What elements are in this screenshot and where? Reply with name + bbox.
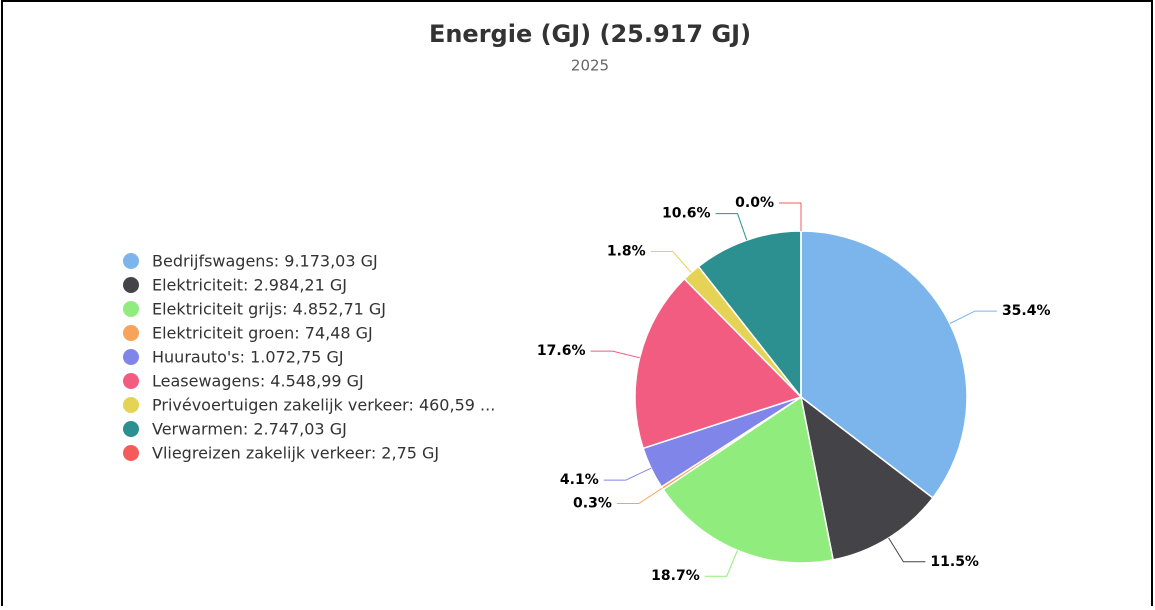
legend-label: Bedrijfswagens: 9.173,03 GJ (152, 252, 378, 271)
data-label: 1.8% (607, 243, 646, 259)
connector (603, 467, 652, 481)
connector (888, 537, 926, 563)
legend-marker (123, 253, 139, 269)
data-label: 10.6% (662, 206, 711, 222)
legend-label: Elektriciteit: 2.984,21 GJ (152, 276, 347, 295)
data-label: 0.3% (573, 496, 612, 512)
data-label: 35.4% (1002, 303, 1051, 319)
pie-slice (800, 230, 968, 499)
legend-label: Leasewagens: 4.548,99 GJ (152, 372, 364, 391)
data-label: 0.0% (735, 195, 774, 211)
data-label: 18.7% (651, 568, 700, 584)
legend-marker (123, 445, 139, 461)
chart-subtitle: 2025 (571, 57, 609, 75)
legend-label: Vliegreizen zakelijk verkeer: 2,75 GJ (152, 444, 439, 463)
legend-marker (123, 397, 139, 413)
legend-label: Privévoertuigen zakelijk verkeer: 460,59… (152, 396, 495, 415)
legend-label: Verwarmen: 2.747,03 GJ (152, 420, 347, 439)
data-label: 4.1% (560, 472, 599, 488)
legend-marker (123, 301, 139, 317)
pie-slice (634, 277, 803, 450)
data-label: 11.5% (930, 554, 979, 570)
data-label: 17.6% (537, 343, 586, 359)
legend-marker (123, 325, 139, 341)
legend-label: Huurauto's: 1.072,75 GJ (152, 348, 344, 367)
connector (704, 550, 738, 577)
chart-title: Energie (GJ) (25.917 GJ) (429, 20, 751, 48)
connector (949, 310, 997, 324)
pie-slice (799, 395, 934, 561)
connector (715, 213, 748, 241)
connector (590, 350, 640, 359)
pie-slice (697, 230, 802, 400)
legend-label: Elektriciteit groen: 74,48 GJ (152, 324, 373, 343)
connector (650, 250, 692, 273)
pie-slice (662, 395, 835, 564)
legend-marker (123, 421, 139, 437)
connector (779, 202, 802, 231)
legend-marker (123, 373, 139, 389)
legend-label: Elektriciteit grijs: 4.852,71 GJ (152, 300, 386, 319)
legend-marker (123, 349, 139, 365)
connector (616, 487, 663, 505)
legend-marker (123, 277, 139, 293)
